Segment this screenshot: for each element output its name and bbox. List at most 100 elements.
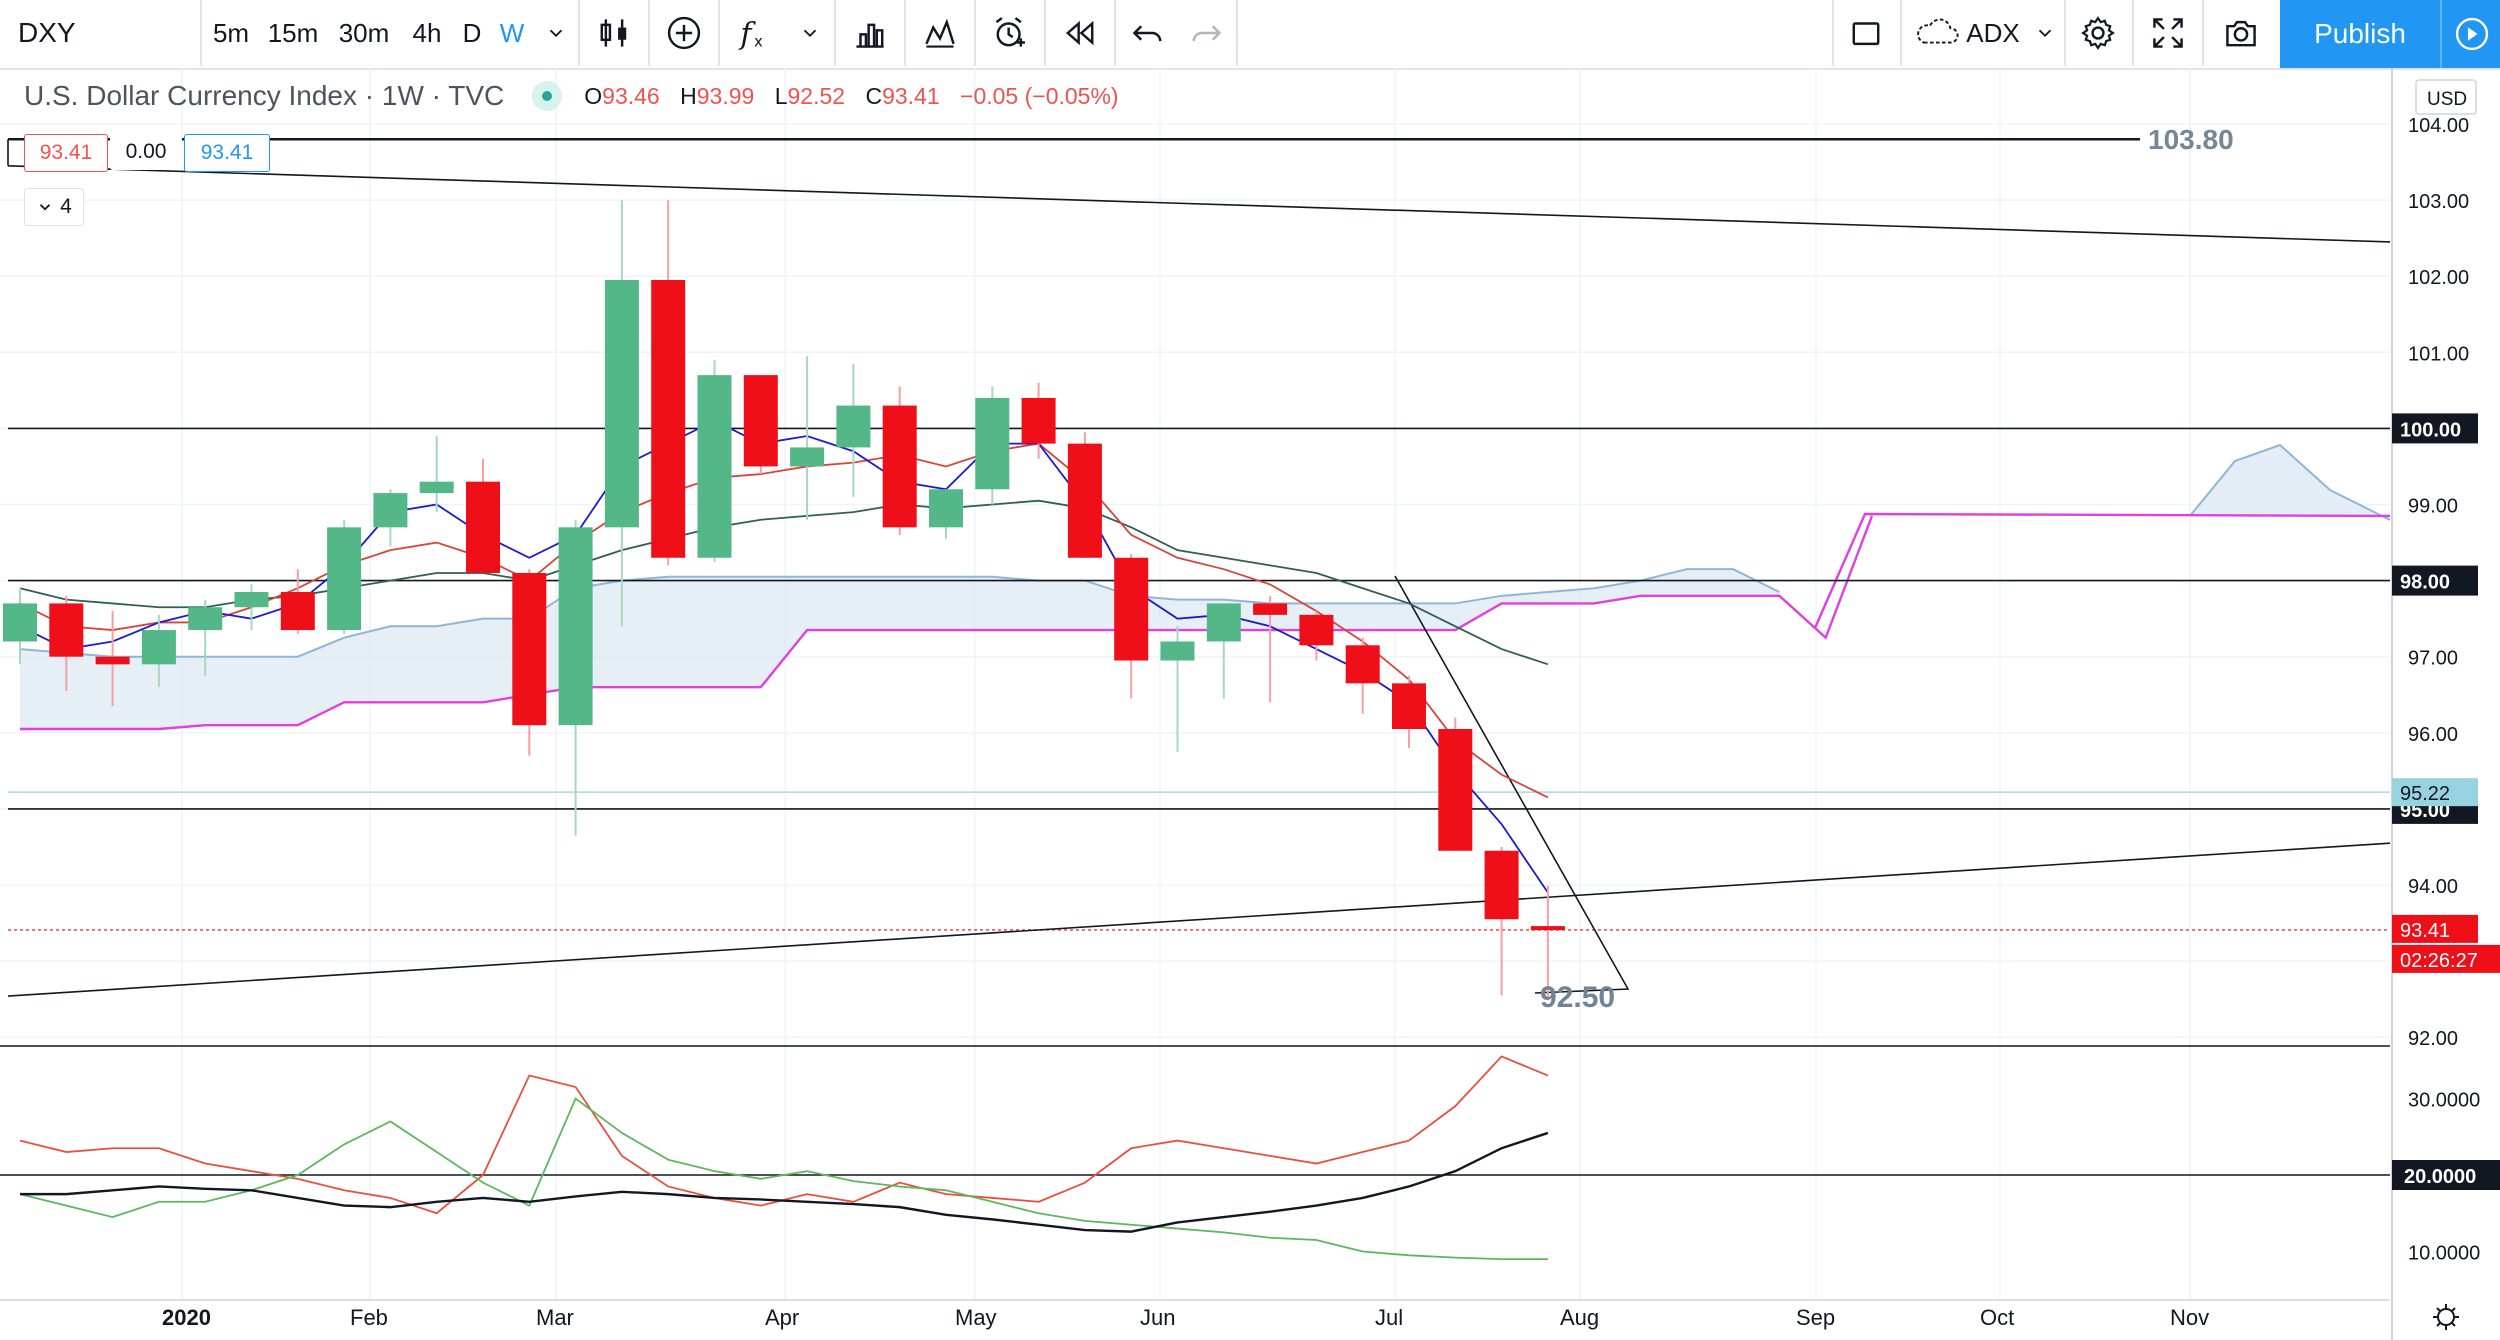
candle-body	[882, 405, 917, 528]
candle-body	[234, 592, 269, 608]
stream-button[interactable]	[2440, 0, 2500, 68]
candle-body	[836, 405, 871, 448]
candle-body	[1067, 443, 1102, 558]
price-axis: 104.00 103.00 102.00 101.00 99.00 97.00 96.00 9…	[0, 68, 2500, 1340]
interval-label: 4h	[412, 17, 442, 48]
price-tick-label: 99.00	[2408, 496, 2458, 518]
time-axis-label: Aug	[1560, 1305, 1599, 1330]
toolbar-separator	[974, 0, 976, 66]
chart-type-button[interactable]	[584, 0, 644, 66]
indicators-dropdown[interactable]	[790, 0, 830, 66]
price-chart[interactable]: 103.80 104.00 103.00 102.00 101.00 99.00 97.0…	[0, 68, 2500, 1340]
interval-5m[interactable]: 5m	[204, 0, 258, 66]
ohlc-values: O93.46 H93.99 L92.52 C93.41 −0.05 (−0.05…	[584, 83, 1132, 110]
candle-body	[466, 481, 500, 573]
time-axis-label: Sep	[1796, 1305, 1835, 1330]
ma-fast-line	[19, 419, 1549, 894]
candle-body	[1114, 557, 1149, 661]
high-label: H	[680, 82, 697, 109]
level-label: 103.80	[2148, 124, 2234, 155]
play-circle-icon	[2455, 17, 2489, 51]
currency-label: USD	[2427, 89, 2467, 110]
candles-icon	[600, 19, 627, 47]
sell-button[interactable]: 93.41	[24, 134, 108, 172]
cloud-fill	[20, 569, 1780, 729]
templates-button[interactable]	[910, 0, 970, 66]
price-tick-label: 103.00	[2408, 191, 2469, 213]
replay-button[interactable]	[1050, 0, 1110, 66]
publish-button[interactable]: Publish	[2280, 0, 2440, 68]
time-axis-label: Jul	[1375, 1305, 1403, 1330]
symbol-search[interactable]: DXY	[18, 0, 198, 66]
span-a-line	[19, 568, 1780, 658]
candle-body	[929, 489, 963, 528]
cyan-level-box	[2392, 778, 2478, 807]
candle-body	[512, 572, 547, 726]
time-axis-label: Nov	[2170, 1305, 2209, 1330]
redo-button[interactable]	[1178, 0, 1234, 66]
interval-4h[interactable]: 4h	[402, 0, 452, 66]
upper-trendline	[7, 165, 2391, 243]
candle-body	[790, 447, 825, 467]
future-span-b-line	[1813, 512, 2391, 629]
adx-level-label: 20.0000	[2404, 1166, 2476, 1188]
candle-body	[1438, 728, 1473, 851]
adx-line	[20, 1131, 1549, 1233]
last-price-box	[2392, 914, 2478, 943]
candle-body	[95, 656, 130, 665]
open-label: O	[584, 82, 603, 109]
candle-body	[1299, 614, 1334, 646]
buy-button[interactable]: 93.41	[184, 134, 270, 172]
change-value: −0.05 (−0.05%)	[960, 82, 1119, 109]
span-b-line	[20, 515, 1874, 731]
cloud-icon	[1917, 18, 1959, 44]
interval-15m[interactable]: 15m	[260, 0, 326, 66]
buy-price: 93.41	[200, 141, 254, 164]
maximize-button[interactable]	[2138, 0, 2198, 66]
interval-dropdown[interactable]	[536, 0, 576, 66]
candle-body	[1206, 603, 1241, 642]
interval-d[interactable]: D	[454, 0, 490, 66]
toolbar-separator	[1044, 0, 1046, 66]
price-tick-label: 104.00	[2408, 115, 2469, 137]
indicators-collapse-button[interactable]: 4	[24, 188, 84, 226]
low-label: L	[774, 82, 788, 109]
candles	[3, 200, 1565, 998]
time-axis-label: 2020	[162, 1305, 211, 1330]
indicator-label: ADX	[1966, 17, 2020, 48]
financials-button[interactable]	[840, 0, 900, 66]
toolbar-separator	[2202, 0, 2204, 66]
candle-body	[49, 603, 84, 657]
candle-body	[604, 280, 639, 528]
interval-w[interactable]: W	[492, 0, 532, 66]
ma-mid-line	[19, 442, 1549, 799]
interval-30m[interactable]: 30m	[330, 0, 398, 66]
indicator-preset[interactable]: ADX	[1908, 0, 2060, 66]
candle-body	[3, 603, 37, 642]
compare-button[interactable]	[654, 0, 714, 66]
undo-button[interactable]	[1120, 0, 1176, 66]
adx-tick-label: 10.0000	[2408, 1243, 2480, 1265]
candle-body	[1484, 850, 1519, 920]
chevron-down-icon	[2038, 29, 2051, 38]
adx-pane	[0, 1045, 2390, 1261]
symbol-title: U.S. Dollar Currency Index · 1W · TVC	[24, 80, 505, 111]
fullscreen-toggle[interactable]	[1836, 0, 1896, 66]
chevron-down-icon	[40, 204, 51, 211]
moving-averages	[19, 419, 1549, 894]
axis-settings-icon[interactable]	[2433, 1304, 2459, 1330]
settings-button[interactable]	[2068, 0, 2128, 66]
price-label: 98.00	[2400, 572, 2450, 594]
time-axis-label: Mar	[536, 1305, 574, 1330]
open-value: 93.46	[602, 82, 660, 109]
horizontal-levels: 103.80	[7, 124, 2390, 931]
alert-button[interactable]	[980, 0, 1040, 66]
snapshot-button[interactable]	[2210, 0, 2272, 66]
toolbar-separator	[2132, 0, 2134, 66]
price-label: 100.00	[2400, 419, 2461, 441]
toolbar-separator	[718, 0, 720, 66]
toolbar-separator	[578, 0, 580, 66]
channel-trendline	[1394, 575, 1630, 994]
